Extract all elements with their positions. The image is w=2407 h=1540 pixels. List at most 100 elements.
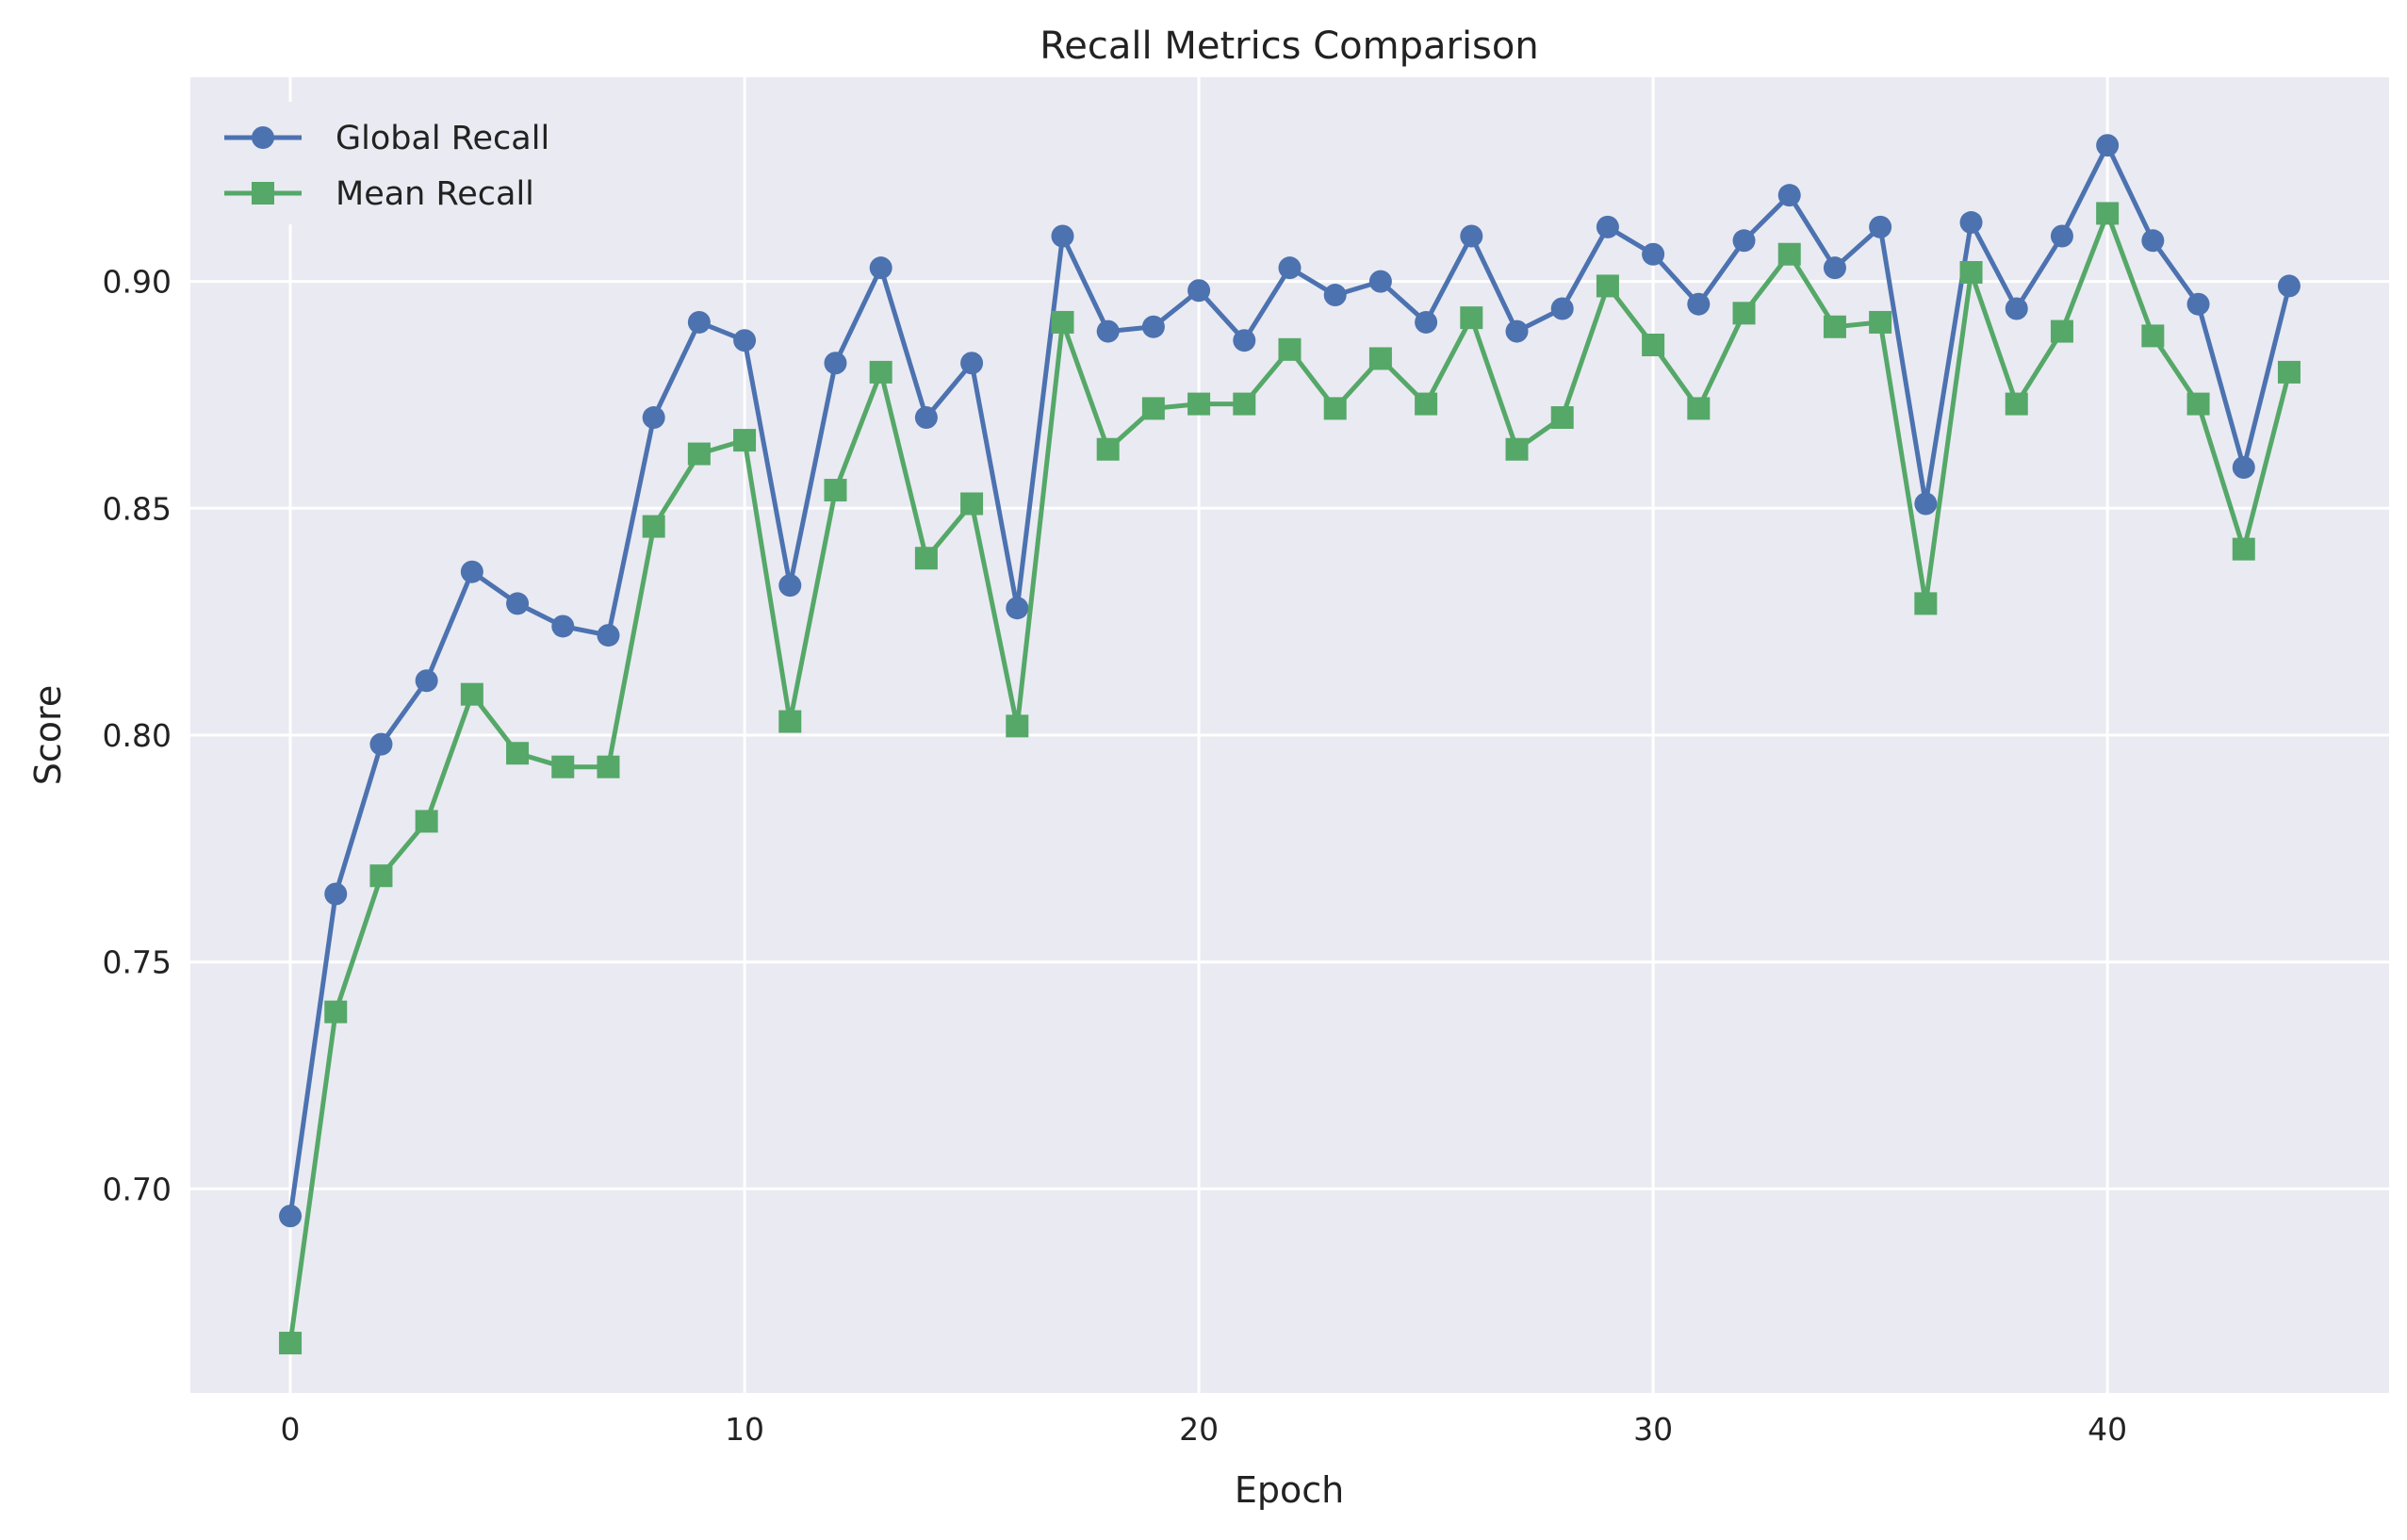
point-global-recall — [2005, 297, 2028, 320]
point-mean-recall — [1006, 714, 1029, 738]
point-mean-recall — [415, 810, 438, 833]
point-global-recall — [1596, 215, 1619, 238]
point-global-recall — [1869, 215, 1892, 238]
point-global-recall — [551, 614, 575, 638]
point-global-recall — [1732, 229, 1756, 253]
x-axis-label: Epoch — [1235, 1469, 1344, 1511]
point-mean-recall — [1187, 392, 1211, 416]
x-tick-label: 0 — [281, 1411, 301, 1448]
point-mean-recall — [2096, 202, 2120, 225]
point-mean-recall — [551, 755, 575, 778]
x-tick-label: 40 — [2088, 1411, 2127, 1448]
point-mean-recall — [778, 710, 802, 733]
point-mean-recall — [1596, 274, 1619, 298]
point-mean-recall — [279, 1332, 303, 1355]
point-mean-recall — [1505, 437, 1529, 461]
point-global-recall — [1368, 270, 1392, 293]
point-mean-recall — [2232, 537, 2255, 561]
point-mean-recall — [1550, 406, 1574, 430]
point-mean-recall — [1368, 347, 1392, 370]
point-mean-recall — [824, 479, 847, 502]
point-global-recall — [1096, 319, 1120, 343]
point-mean-recall — [1959, 260, 1983, 284]
point-mean-recall — [869, 360, 892, 384]
point-global-recall — [1505, 319, 1529, 343]
y-tick-label: 0.85 — [103, 490, 172, 527]
point-global-recall — [1278, 256, 1302, 280]
point-global-recall — [1141, 315, 1165, 338]
point-global-recall — [2141, 229, 2165, 253]
point-global-recall — [460, 560, 483, 583]
point-mean-recall — [1823, 315, 1846, 338]
point-global-recall — [1415, 310, 1438, 334]
point-mean-recall — [2005, 392, 2028, 416]
point-global-recall — [415, 669, 438, 693]
legend-marker-global — [252, 126, 274, 149]
series-layer — [279, 134, 2301, 1355]
point-mean-recall — [369, 864, 393, 888]
point-mean-recall — [1914, 592, 1938, 615]
point-global-recall — [1914, 492, 1938, 516]
point-global-recall — [2186, 292, 2210, 316]
point-global-recall — [369, 732, 393, 756]
x-tick-label: 30 — [1633, 1411, 1673, 1448]
legend-box — [209, 102, 586, 224]
point-global-recall — [597, 624, 620, 647]
point-global-recall — [1823, 256, 1846, 280]
point-global-recall — [2232, 455, 2255, 479]
point-mean-recall — [1869, 310, 1892, 334]
point-global-recall — [506, 592, 530, 615]
point-global-recall — [824, 352, 847, 375]
point-global-recall — [1233, 329, 1256, 352]
series-global-recall — [279, 134, 2301, 1228]
point-mean-recall — [1096, 437, 1120, 461]
point-global-recall — [733, 329, 757, 352]
series-mean-recall — [279, 202, 2301, 1355]
point-global-recall — [2096, 134, 2120, 157]
point-mean-recall — [642, 515, 665, 538]
point-global-recall — [2277, 274, 2301, 298]
point-global-recall — [1187, 279, 1211, 303]
point-mean-recall — [1687, 397, 1711, 420]
point-mean-recall — [1233, 392, 1256, 416]
point-global-recall — [1323, 284, 1347, 307]
point-mean-recall — [1732, 302, 1756, 325]
point-mean-recall — [733, 429, 757, 452]
point-mean-recall — [2186, 392, 2210, 416]
y-tick-label: 0.90 — [103, 264, 172, 301]
point-mean-recall — [1777, 242, 1801, 266]
legend-label-global: Global Recall — [336, 120, 549, 157]
point-mean-recall — [914, 547, 938, 570]
point-mean-recall — [960, 492, 984, 516]
point-global-recall — [1051, 224, 1074, 248]
point-mean-recall — [1415, 392, 1438, 416]
point-mean-recall — [506, 742, 530, 765]
point-mean-recall — [1051, 310, 1074, 334]
point-mean-recall — [1278, 337, 1302, 361]
point-global-recall — [1006, 597, 1029, 620]
point-mean-recall — [2050, 319, 2073, 343]
point-mean-recall — [2277, 360, 2301, 384]
point-mean-recall — [1642, 334, 1665, 357]
y-tick-label: 0.70 — [103, 1171, 172, 1207]
x-tick-label: 20 — [1179, 1411, 1219, 1448]
point-global-recall — [2050, 224, 2073, 248]
chart-title: Recall Metrics Comparison — [1040, 25, 1538, 68]
point-global-recall — [279, 1204, 303, 1228]
point-global-recall — [687, 310, 711, 334]
point-global-recall — [1959, 211, 1983, 235]
y-tick-label: 0.80 — [103, 717, 172, 754]
point-mean-recall — [687, 442, 711, 466]
point-global-recall — [914, 406, 938, 430]
point-global-recall — [1642, 242, 1665, 266]
point-global-recall — [1687, 292, 1711, 316]
point-mean-recall — [2141, 324, 2165, 348]
y-axis-label: Score — [27, 685, 69, 785]
legend-marker-mean — [252, 182, 274, 205]
legend-label-mean: Mean Recall — [336, 175, 534, 213]
y-tick-label: 0.75 — [103, 944, 172, 981]
point-mean-recall — [324, 1000, 348, 1024]
point-global-recall — [324, 882, 348, 906]
point-global-recall — [642, 406, 665, 430]
